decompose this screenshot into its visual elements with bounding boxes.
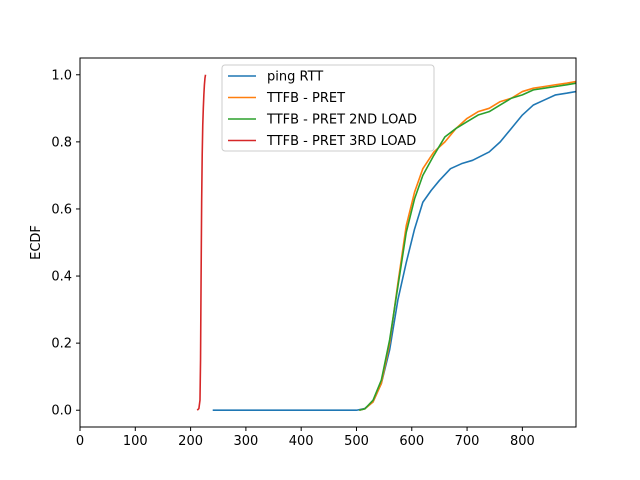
y-tick-label: 0.8 [51,135,72,150]
legend-label-1: TTFB - PRET [266,91,345,106]
x-tick-label: 700 [455,434,480,449]
y-tick-label: 0.4 [51,270,72,285]
y-tick-label: 0.0 [51,404,72,419]
plot-lines [196,74,577,412]
y-axis-title: ECDF [29,225,44,260]
y-tick-label: 1.0 [51,68,72,83]
legend-box [221,64,435,152]
legend-label-0: ping RTT [267,70,323,85]
x-tick-label: 400 [289,434,314,449]
plot-frame [79,57,577,428]
y-tick-label: 0.6 [51,202,72,217]
legend-label-3: TTFB - PRET 3RD LOAD [266,134,416,149]
x-tick-label: 200 [178,434,203,449]
x-tick-label: 300 [233,434,258,449]
legend: ping RTT TTFB - PRET TTFB - PRET 2ND LOAD T… [221,64,435,152]
x-tick-label: 100 [123,434,148,449]
x-tick-label: 0 [76,434,84,449]
x-tick-label: 800 [510,434,535,449]
x-tick-label: 600 [399,434,424,449]
y-tick-label: 0.2 [51,337,72,352]
series-line-3 [196,74,207,411]
x-axis: 0 100 200 300 400 500 600 700 800 [76,427,535,449]
legend-label-2: TTFB - PRET 2ND LOAD [266,113,417,128]
x-tick-label: 500 [344,434,369,449]
series-line-2 [359,82,577,412]
y-axis: 0.0 0.2 0.4 0.6 0.8 1.0 [51,68,80,419]
